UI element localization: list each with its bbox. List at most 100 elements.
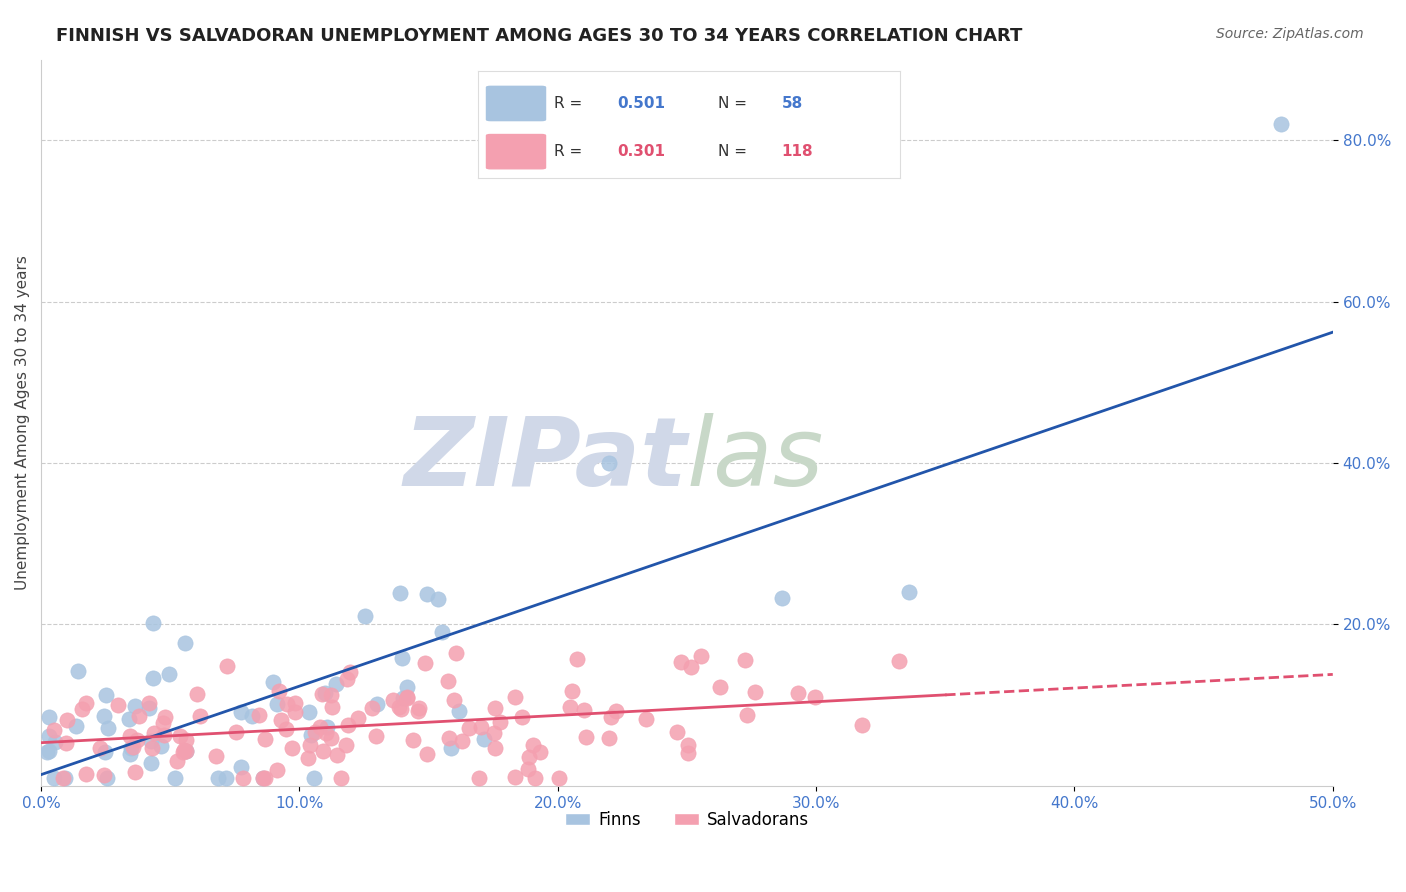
Point xyxy=(389,702,412,716)
Text: Source: ZipAtlas.com: Source: ZipAtlas.com xyxy=(1216,27,1364,41)
Point xyxy=(314,686,336,700)
Point xyxy=(450,733,472,747)
Point xyxy=(120,741,142,756)
Point xyxy=(709,680,731,694)
Point xyxy=(253,732,276,747)
Point xyxy=(215,771,238,785)
Point xyxy=(516,762,538,776)
Point xyxy=(232,771,254,785)
Point xyxy=(207,771,229,785)
Point xyxy=(253,771,276,785)
Point xyxy=(402,733,425,747)
Point xyxy=(141,734,163,748)
Point xyxy=(679,660,702,674)
Point xyxy=(229,760,252,774)
Point xyxy=(388,699,411,714)
Point xyxy=(408,700,430,714)
Point xyxy=(510,710,533,724)
Point xyxy=(484,701,506,715)
Point xyxy=(388,585,411,599)
Point xyxy=(523,771,546,785)
Point xyxy=(432,625,454,640)
Point xyxy=(284,696,307,710)
Point xyxy=(734,653,756,667)
Point xyxy=(298,705,321,719)
Point xyxy=(186,687,208,701)
Point xyxy=(598,456,620,470)
Text: N =: N = xyxy=(718,96,752,111)
FancyBboxPatch shape xyxy=(486,87,546,120)
Text: 58: 58 xyxy=(782,96,803,111)
Point xyxy=(270,713,292,727)
Point xyxy=(413,657,436,671)
Point xyxy=(38,710,60,724)
Point xyxy=(152,728,174,742)
Point xyxy=(548,771,571,785)
Point xyxy=(505,770,527,784)
Point xyxy=(93,709,115,723)
Point xyxy=(124,765,146,780)
Point xyxy=(470,720,492,734)
Point xyxy=(472,732,495,747)
Point xyxy=(634,712,657,726)
Point xyxy=(89,740,111,755)
Point xyxy=(128,709,150,723)
Point xyxy=(249,707,271,722)
Point xyxy=(38,729,60,743)
Text: 0.501: 0.501 xyxy=(617,96,665,111)
Point xyxy=(262,674,284,689)
Point xyxy=(666,725,689,739)
Y-axis label: Unemployment Among Ages 30 to 34 years: Unemployment Among Ages 30 to 34 years xyxy=(15,255,30,591)
Point xyxy=(204,748,226,763)
Point xyxy=(426,591,449,606)
Point xyxy=(335,738,357,752)
Point xyxy=(141,756,163,770)
Point xyxy=(225,725,247,739)
Point xyxy=(174,733,197,747)
Point xyxy=(391,690,413,705)
Point xyxy=(503,690,526,704)
Point xyxy=(55,736,77,750)
Point xyxy=(44,735,66,749)
Point xyxy=(605,704,627,718)
Point xyxy=(561,684,583,698)
Point xyxy=(519,749,541,764)
Point xyxy=(67,664,90,678)
Point xyxy=(897,584,920,599)
Point xyxy=(690,648,713,663)
Point xyxy=(93,768,115,782)
Point xyxy=(804,690,827,704)
Point xyxy=(276,722,298,736)
Point xyxy=(124,698,146,713)
Point xyxy=(522,738,544,752)
Point xyxy=(169,730,191,744)
Point xyxy=(150,739,173,753)
Point xyxy=(458,721,481,735)
Text: ZIPat: ZIPat xyxy=(404,412,688,506)
Point xyxy=(188,709,211,723)
Point xyxy=(142,615,165,630)
Point xyxy=(276,697,298,711)
Point xyxy=(107,698,129,713)
Point xyxy=(366,729,388,743)
Point xyxy=(96,771,118,785)
Point xyxy=(283,706,305,720)
Point xyxy=(217,659,239,673)
Point xyxy=(42,771,65,785)
Point xyxy=(354,608,377,623)
Point xyxy=(1270,117,1292,131)
Point xyxy=(174,636,197,650)
Point xyxy=(266,698,288,712)
Point xyxy=(163,771,186,785)
Point xyxy=(35,745,58,759)
Point xyxy=(572,703,595,717)
Point xyxy=(240,709,263,723)
Point xyxy=(312,744,335,758)
Text: R =: R = xyxy=(554,96,588,111)
Point xyxy=(65,719,87,733)
Point xyxy=(671,655,693,669)
Text: 118: 118 xyxy=(782,145,813,159)
Point xyxy=(447,704,470,718)
Point xyxy=(141,671,163,685)
Point xyxy=(319,688,342,702)
